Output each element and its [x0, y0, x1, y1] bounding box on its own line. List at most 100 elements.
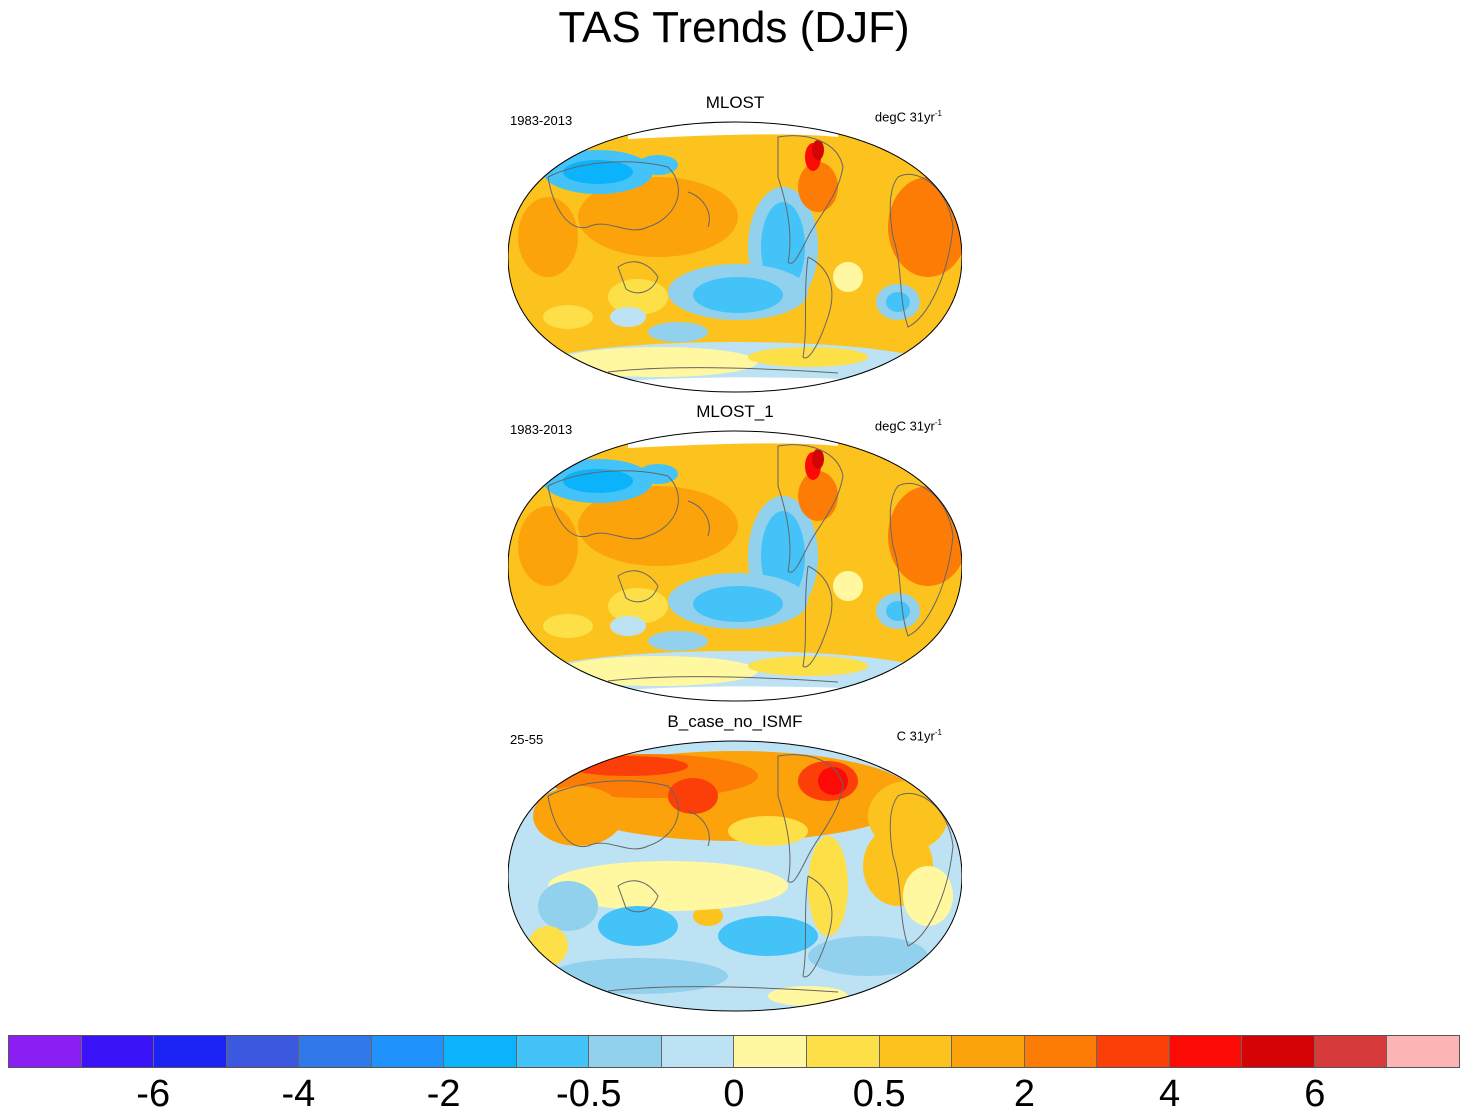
- trend-region: [693, 277, 783, 313]
- trend-region: [886, 292, 910, 312]
- colorbar-box: [444, 1036, 517, 1067]
- colorbar-box: [661, 1036, 735, 1067]
- trend-region: [608, 588, 668, 624]
- trend-region: [798, 162, 838, 212]
- trend-region: [568, 756, 688, 776]
- panel-period: 1983-2013: [510, 422, 573, 437]
- map-panel-mlost-1: MLOST_1 1983-2013 degC 31yr-1: [500, 402, 970, 714]
- coastline: [889, 793, 954, 947]
- trend-region: [543, 614, 593, 638]
- panel-period: 1983-2013: [510, 113, 573, 128]
- colorbar-tick-label: -4: [281, 1073, 316, 1115]
- missing-data-region: [568, 686, 868, 701]
- missing-data-region: [568, 377, 868, 392]
- coastline: [687, 810, 710, 847]
- trend-region: [598, 906, 678, 946]
- panel-title: MLOST: [705, 93, 765, 112]
- trend-region: [538, 881, 598, 931]
- trend-region: [833, 262, 863, 292]
- trend-region: [728, 816, 808, 846]
- trend-region: [693, 906, 723, 926]
- trend-region: [668, 778, 718, 814]
- colorbar-box: [226, 1036, 300, 1067]
- world-map: [508, 740, 962, 1012]
- trend-region: [548, 861, 788, 911]
- trend-region: [558, 656, 758, 686]
- colorbar-tick-label: 0: [723, 1073, 745, 1115]
- coastline: [607, 986, 839, 993]
- coastline: [777, 135, 844, 264]
- trend-region: [518, 506, 578, 586]
- map-border: [508, 430, 962, 702]
- colorbar-box: [9, 1036, 82, 1067]
- colorbar-tick-label: 4: [1159, 1073, 1181, 1115]
- trend-region: [808, 836, 848, 936]
- coastline: [889, 174, 954, 328]
- trend-region: [533, 786, 623, 846]
- coastline: [617, 570, 659, 603]
- map-border: [508, 121, 962, 393]
- coastline: [777, 754, 844, 883]
- world-map: [508, 430, 962, 702]
- coastline: [889, 483, 954, 637]
- world-map: [508, 121, 962, 393]
- panel-units: degC 31yr-1: [874, 418, 942, 434]
- trend-region: [693, 586, 783, 622]
- coastline: [547, 470, 679, 540]
- colorbar-box: [299, 1036, 372, 1067]
- coastline: [802, 256, 833, 359]
- panel-title: B_case_no_ISMF: [667, 712, 803, 731]
- colorbar-box: [1387, 1036, 1459, 1067]
- colorbar-tick-label: 6: [1304, 1073, 1326, 1115]
- trend-region: [518, 197, 578, 277]
- colorbar: [8, 1035, 1460, 1068]
- trend-region: [886, 601, 910, 621]
- map-panel-b-case-no-ismf: B_case_no_ISMF 25-55 C 31yr-1: [500, 712, 970, 1024]
- colorbar-box: [807, 1036, 880, 1067]
- colorbar-box: [154, 1036, 227, 1067]
- colorbar-box: [1242, 1036, 1315, 1067]
- trend-region: [798, 471, 838, 521]
- colorbar-box: [589, 1036, 662, 1067]
- coastline: [617, 261, 659, 294]
- colorbar-box: [371, 1036, 445, 1067]
- trend-region: [903, 866, 953, 926]
- trend-region: [833, 571, 863, 601]
- coastline: [802, 565, 833, 668]
- map-border: [508, 740, 962, 1012]
- trend-region: [610, 616, 646, 636]
- trend-region: [548, 958, 728, 994]
- coastline: [777, 444, 844, 573]
- colorbar-tick-label: 2: [1013, 1073, 1035, 1115]
- colorbar-box: [879, 1036, 953, 1067]
- trend-region: [718, 916, 818, 956]
- trend-region: [610, 307, 646, 327]
- colorbar-box: [81, 1036, 155, 1067]
- trend-region: [648, 631, 708, 651]
- coastline: [607, 367, 839, 374]
- colorbar-tick-label: -0.5: [556, 1073, 622, 1115]
- colorbar-tick-label: 0.5: [852, 1073, 906, 1115]
- colorbar-box: [516, 1036, 590, 1067]
- trend-region: [608, 279, 668, 315]
- colorbar-box: [1097, 1036, 1170, 1067]
- colorbar-tick-label: -6: [136, 1073, 171, 1115]
- trend-region: [812, 449, 824, 469]
- trend-region: [818, 767, 848, 795]
- trend-region: [558, 347, 758, 377]
- colorbar-box: [952, 1036, 1025, 1067]
- colorbar-box: [1314, 1036, 1388, 1067]
- figure-title: TAS Trends (DJF): [558, 3, 910, 52]
- coastline: [687, 191, 710, 228]
- coastline: [547, 780, 679, 850]
- colorbar-box: [1169, 1036, 1243, 1067]
- panel-title: MLOST_1: [696, 402, 774, 421]
- coastline: [802, 875, 833, 978]
- trend-region: [543, 305, 593, 329]
- coastline: [687, 500, 710, 537]
- colorbar-box: [734, 1036, 808, 1067]
- panel-period: 25-55: [510, 732, 544, 747]
- coastline: [607, 676, 839, 683]
- coastline: [617, 880, 659, 913]
- colorbar-tick-label: -2: [426, 1073, 461, 1115]
